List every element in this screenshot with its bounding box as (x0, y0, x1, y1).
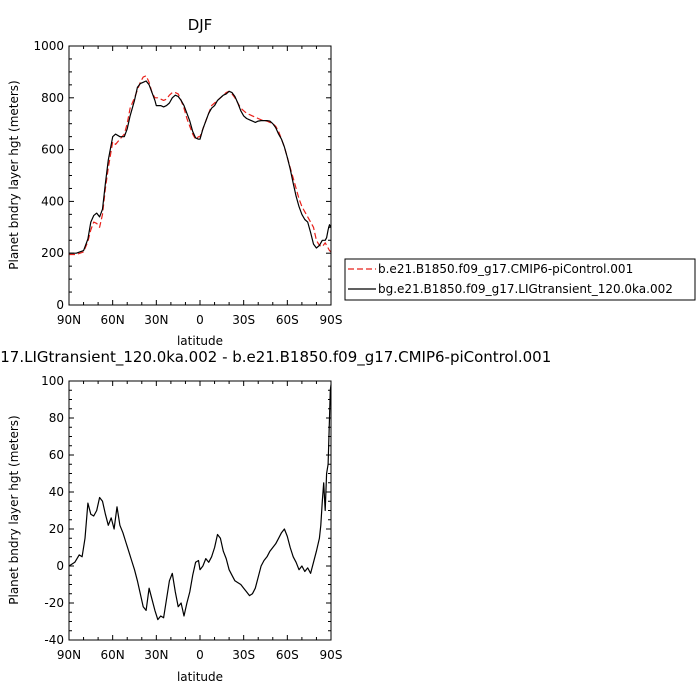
bottom-x-tick-label: 0 (196, 648, 204, 662)
top-x-tick-label: 60N (101, 313, 125, 327)
bottom-y-tick-label: 100 (41, 374, 64, 388)
top-x-tick-label: 30S (232, 313, 255, 327)
legend-label-control: b.e21.B1850.f09_g17.CMIP6-piControl.001 (378, 262, 633, 276)
top-series-line-1 (69, 80, 332, 254)
bottom-x-tick-label: 60N (101, 648, 125, 662)
top-y-tick-label: 200 (41, 246, 64, 260)
bottom-x-tick-label: 30N (144, 648, 168, 662)
bottom-y-tick-label: -40 (44, 633, 64, 647)
top-plot-frame (68, 45, 332, 306)
top-y-tick-label: 0 (56, 298, 64, 312)
top-x-axis-label: latitude (177, 334, 223, 348)
bottom-y-axis-label: Planet bndry layer hgt (meters) (7, 415, 21, 605)
legend-box (344, 258, 696, 301)
top-x-tick-label: 60S (276, 313, 299, 327)
bottom-x-axis-label: latitude (177, 670, 223, 684)
bottom-x-tick-label: 90N (57, 648, 81, 662)
top-series (69, 75, 332, 256)
bottom-y-tick-label: 20 (49, 522, 64, 536)
top-series-line-0 (69, 75, 332, 256)
bottom-y-tick-label: 40 (49, 485, 64, 499)
top-y-tick-label: 600 (41, 143, 64, 157)
top-panel-title: DJF (188, 16, 213, 34)
bottom-series (68, 384, 332, 621)
top-ticks: 90N 60N 30N 0 30S 60S 90S 0 200 400 600 800 1000 (33, 39, 342, 327)
bottom-y-tick-label: 60 (49, 448, 64, 462)
bottom-x-tick-label: 60S (276, 648, 299, 662)
top-y-tick-label: 800 (41, 91, 64, 105)
bottom-y-tick-label: 0 (56, 559, 64, 573)
top-panel: DJF Planet bndry layer hgt (meters) lati… (7, 16, 342, 348)
top-x-tick-label: 0 (196, 313, 204, 327)
top-x-tick-label: 30N (144, 313, 168, 327)
top-x-tick-label: 90N (57, 313, 81, 327)
top-y-tick-label: 400 (41, 194, 64, 208)
bottom-plot-frame (68, 380, 332, 641)
bottom-y-tick-label: -20 (44, 596, 64, 610)
top-y-axis-label: Planet bndry layer hgt (meters) (7, 80, 21, 270)
bottom-x-tick-label: 30S (232, 648, 255, 662)
top-x-tick-label: 90S (320, 313, 343, 327)
bottom-panel-title: bg.e21.B1850.f09_g17.LIGtransient_120.0k… (0, 348, 551, 367)
legend: b.e21.B1850.f09_g17.CMIP6-piControl.001 … (344, 258, 696, 301)
bottom-panel: bg.e21.B1850.f09_g17.LIGtransient_120.0k… (0, 348, 551, 684)
top-y-tick-label: 1000 (33, 39, 64, 53)
legend-label-transient: bg.e21.B1850.f09_g17.LIGtransient_120.0k… (378, 282, 673, 296)
bottom-x-tick-label: 90S (320, 648, 343, 662)
bottom-series-line-0 (68, 384, 332, 621)
bottom-y-tick-label: 80 (49, 411, 64, 425)
